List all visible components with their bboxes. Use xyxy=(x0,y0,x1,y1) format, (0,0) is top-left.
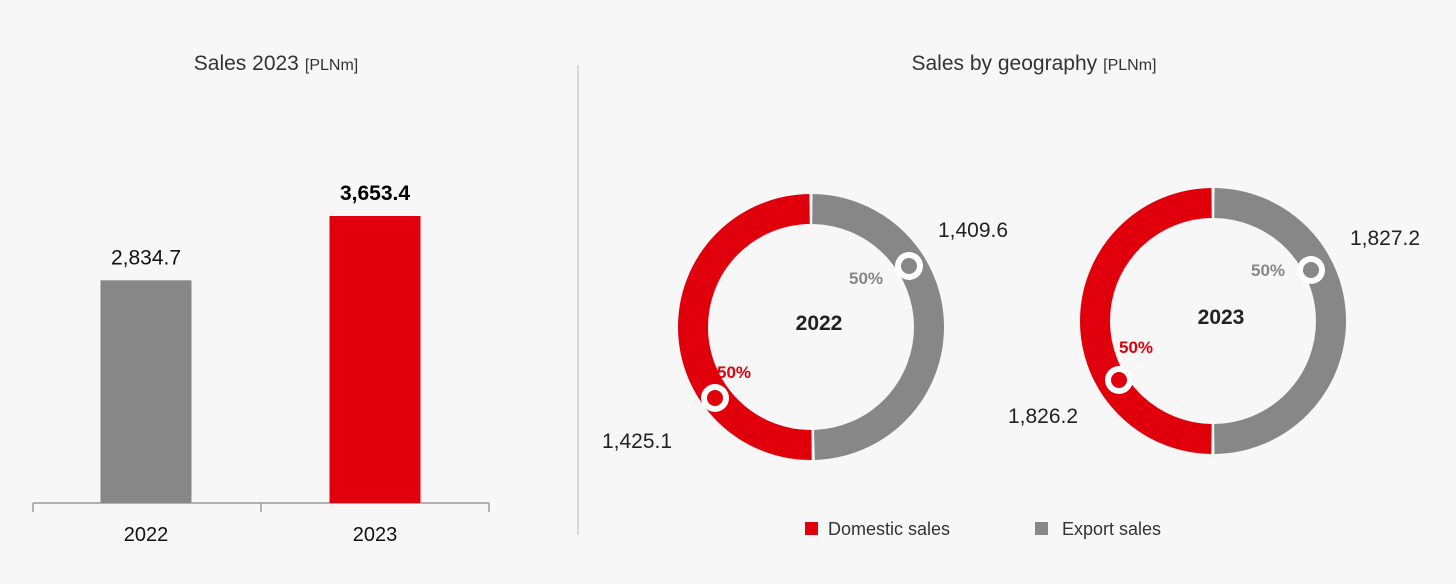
donut-chart: Sales by geography [PLNm] 2022 50% 50% 1,425… xyxy=(602,52,1420,539)
donut-chart-title-main: Sales by geography xyxy=(912,52,1098,75)
bar-2023 xyxy=(329,216,421,503)
donut-center-label: 2022 xyxy=(796,312,843,335)
legend-swatch-export xyxy=(1035,522,1048,535)
legend-label-domestic: Domestic sales xyxy=(828,519,950,539)
donut-slice-domestic xyxy=(1080,188,1212,454)
donut-2023: 2023 50% 50% 1,826.2 1,827.2 xyxy=(1008,188,1420,454)
bar-value-label: 3,653.4 xyxy=(340,182,410,205)
slice-marker-dot-domestic xyxy=(707,390,723,406)
bar-chart: Sales 2023 [PLNm] 2,834.7 2022 3,653.4 2023 xyxy=(32,52,490,546)
slice-marker-dot-export xyxy=(1303,262,1319,278)
slice-pct-export: 50% xyxy=(1251,261,1285,280)
slice-value-domestic: 1,826.2 xyxy=(1008,405,1078,428)
slice-value-export: 1,827.2 xyxy=(1350,227,1420,250)
x-tick-label: 2022 xyxy=(124,524,169,546)
bar-2022 xyxy=(100,280,192,503)
donut-2022: 2022 50% 50% 1,425.1 1,409.6 xyxy=(602,194,1008,460)
slice-pct-domestic: 50% xyxy=(717,363,751,382)
legend-label-export: Export sales xyxy=(1062,519,1161,539)
slice-pct-export: 50% xyxy=(849,269,883,288)
donut-slice-domestic xyxy=(678,194,812,460)
x-tick-label: 2023 xyxy=(353,524,398,546)
bar-chart-title-unit: [PLNm] xyxy=(305,57,358,74)
slice-value-export: 1,409.6 xyxy=(938,219,1008,242)
donut-chart-title-unit: [PLNm] xyxy=(1103,57,1156,74)
slice-marker-dot-export xyxy=(901,258,917,274)
bar-chart-title-main: Sales 2023 xyxy=(194,52,299,75)
donut-slice-export xyxy=(812,194,944,460)
slice-value-domestic: 1,425.1 xyxy=(602,430,672,453)
donut-center-label: 2023 xyxy=(1198,306,1245,329)
donut-slice-export xyxy=(1213,188,1346,454)
bar-chart-title: Sales 2023 [PLNm] xyxy=(194,52,358,75)
legend-swatch-domestic xyxy=(805,522,818,535)
legend: Domestic sales Export sales xyxy=(805,519,1161,539)
slice-pct-domestic: 50% xyxy=(1119,338,1153,357)
donut-chart-title: Sales by geography [PLNm] xyxy=(912,52,1157,75)
slice-marker-dot-domestic xyxy=(1111,372,1127,388)
bar-value-label: 2,834.7 xyxy=(111,246,181,269)
